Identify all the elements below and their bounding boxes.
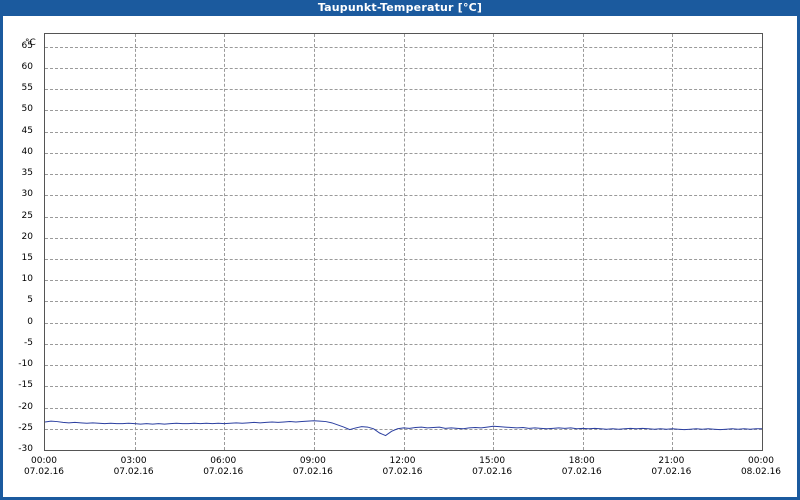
y-tick-label: -15 [18, 380, 33, 391]
x-tick-label: 12:00 07.02.16 [382, 456, 423, 477]
y-tick-label: -5 [24, 337, 33, 348]
y-tick-label: 10 [21, 274, 33, 285]
y-tick-label: 0 [27, 316, 33, 327]
gridline-vertical [403, 34, 405, 450]
y-tick-label: -30 [18, 444, 33, 454]
gridline-vertical [672, 34, 674, 450]
gridline-horizontal [45, 450, 762, 451]
y-tick-label: -10 [18, 359, 33, 370]
y-tick-label: 50 [21, 104, 33, 115]
y-tick-label: 55 [21, 83, 33, 94]
chart-canvas: °C 65 60 55 50 45 40 35 30 25 20 15 10 5 0 -5 -10 -15 -20… [3, 16, 797, 497]
gridline-vertical [313, 34, 315, 450]
y-axis-unit-label: °C [25, 38, 36, 48]
gridline-vertical [582, 34, 584, 450]
x-tick-label: 06:00 07.02.16 [203, 456, 244, 477]
y-tick-label: 5 [27, 295, 33, 306]
y-tick-label: 45 [21, 125, 33, 136]
gridline-vertical [134, 34, 136, 450]
y-tick-label: -25 [18, 422, 33, 433]
x-tick-label: 09:00 07.02.16 [292, 456, 333, 477]
window-title: Taupunkt-Temperatur [°C] [0, 0, 800, 16]
y-tick-label: 60 [21, 61, 33, 72]
gridline-vertical [493, 34, 495, 450]
y-tick-label: 25 [21, 210, 33, 221]
y-tick-label: -20 [18, 401, 33, 412]
x-tick-label: 15:00 07.02.16 [472, 456, 513, 477]
y-tick-label: 65 [21, 40, 33, 51]
y-tick-label: 15 [21, 252, 33, 263]
x-tick-label: 03:00 07.02.16 [113, 456, 154, 477]
x-tick-label: 00:00 07.02.16 [23, 456, 65, 477]
x-tick-label: 18:00 07.02.16 [561, 456, 602, 477]
y-tick-label: 40 [21, 146, 33, 157]
y-tick-label: 35 [21, 168, 33, 179]
plot-area [44, 33, 763, 451]
x-tick-label: 00:00 08.02.16 [740, 456, 782, 477]
y-tick-label: 20 [21, 231, 33, 242]
y-tick-label: 30 [21, 189, 33, 200]
x-tick-label: 21:00 07.02.16 [651, 456, 692, 477]
series-line-dewpoint [45, 34, 762, 450]
gridline-vertical [224, 34, 226, 450]
